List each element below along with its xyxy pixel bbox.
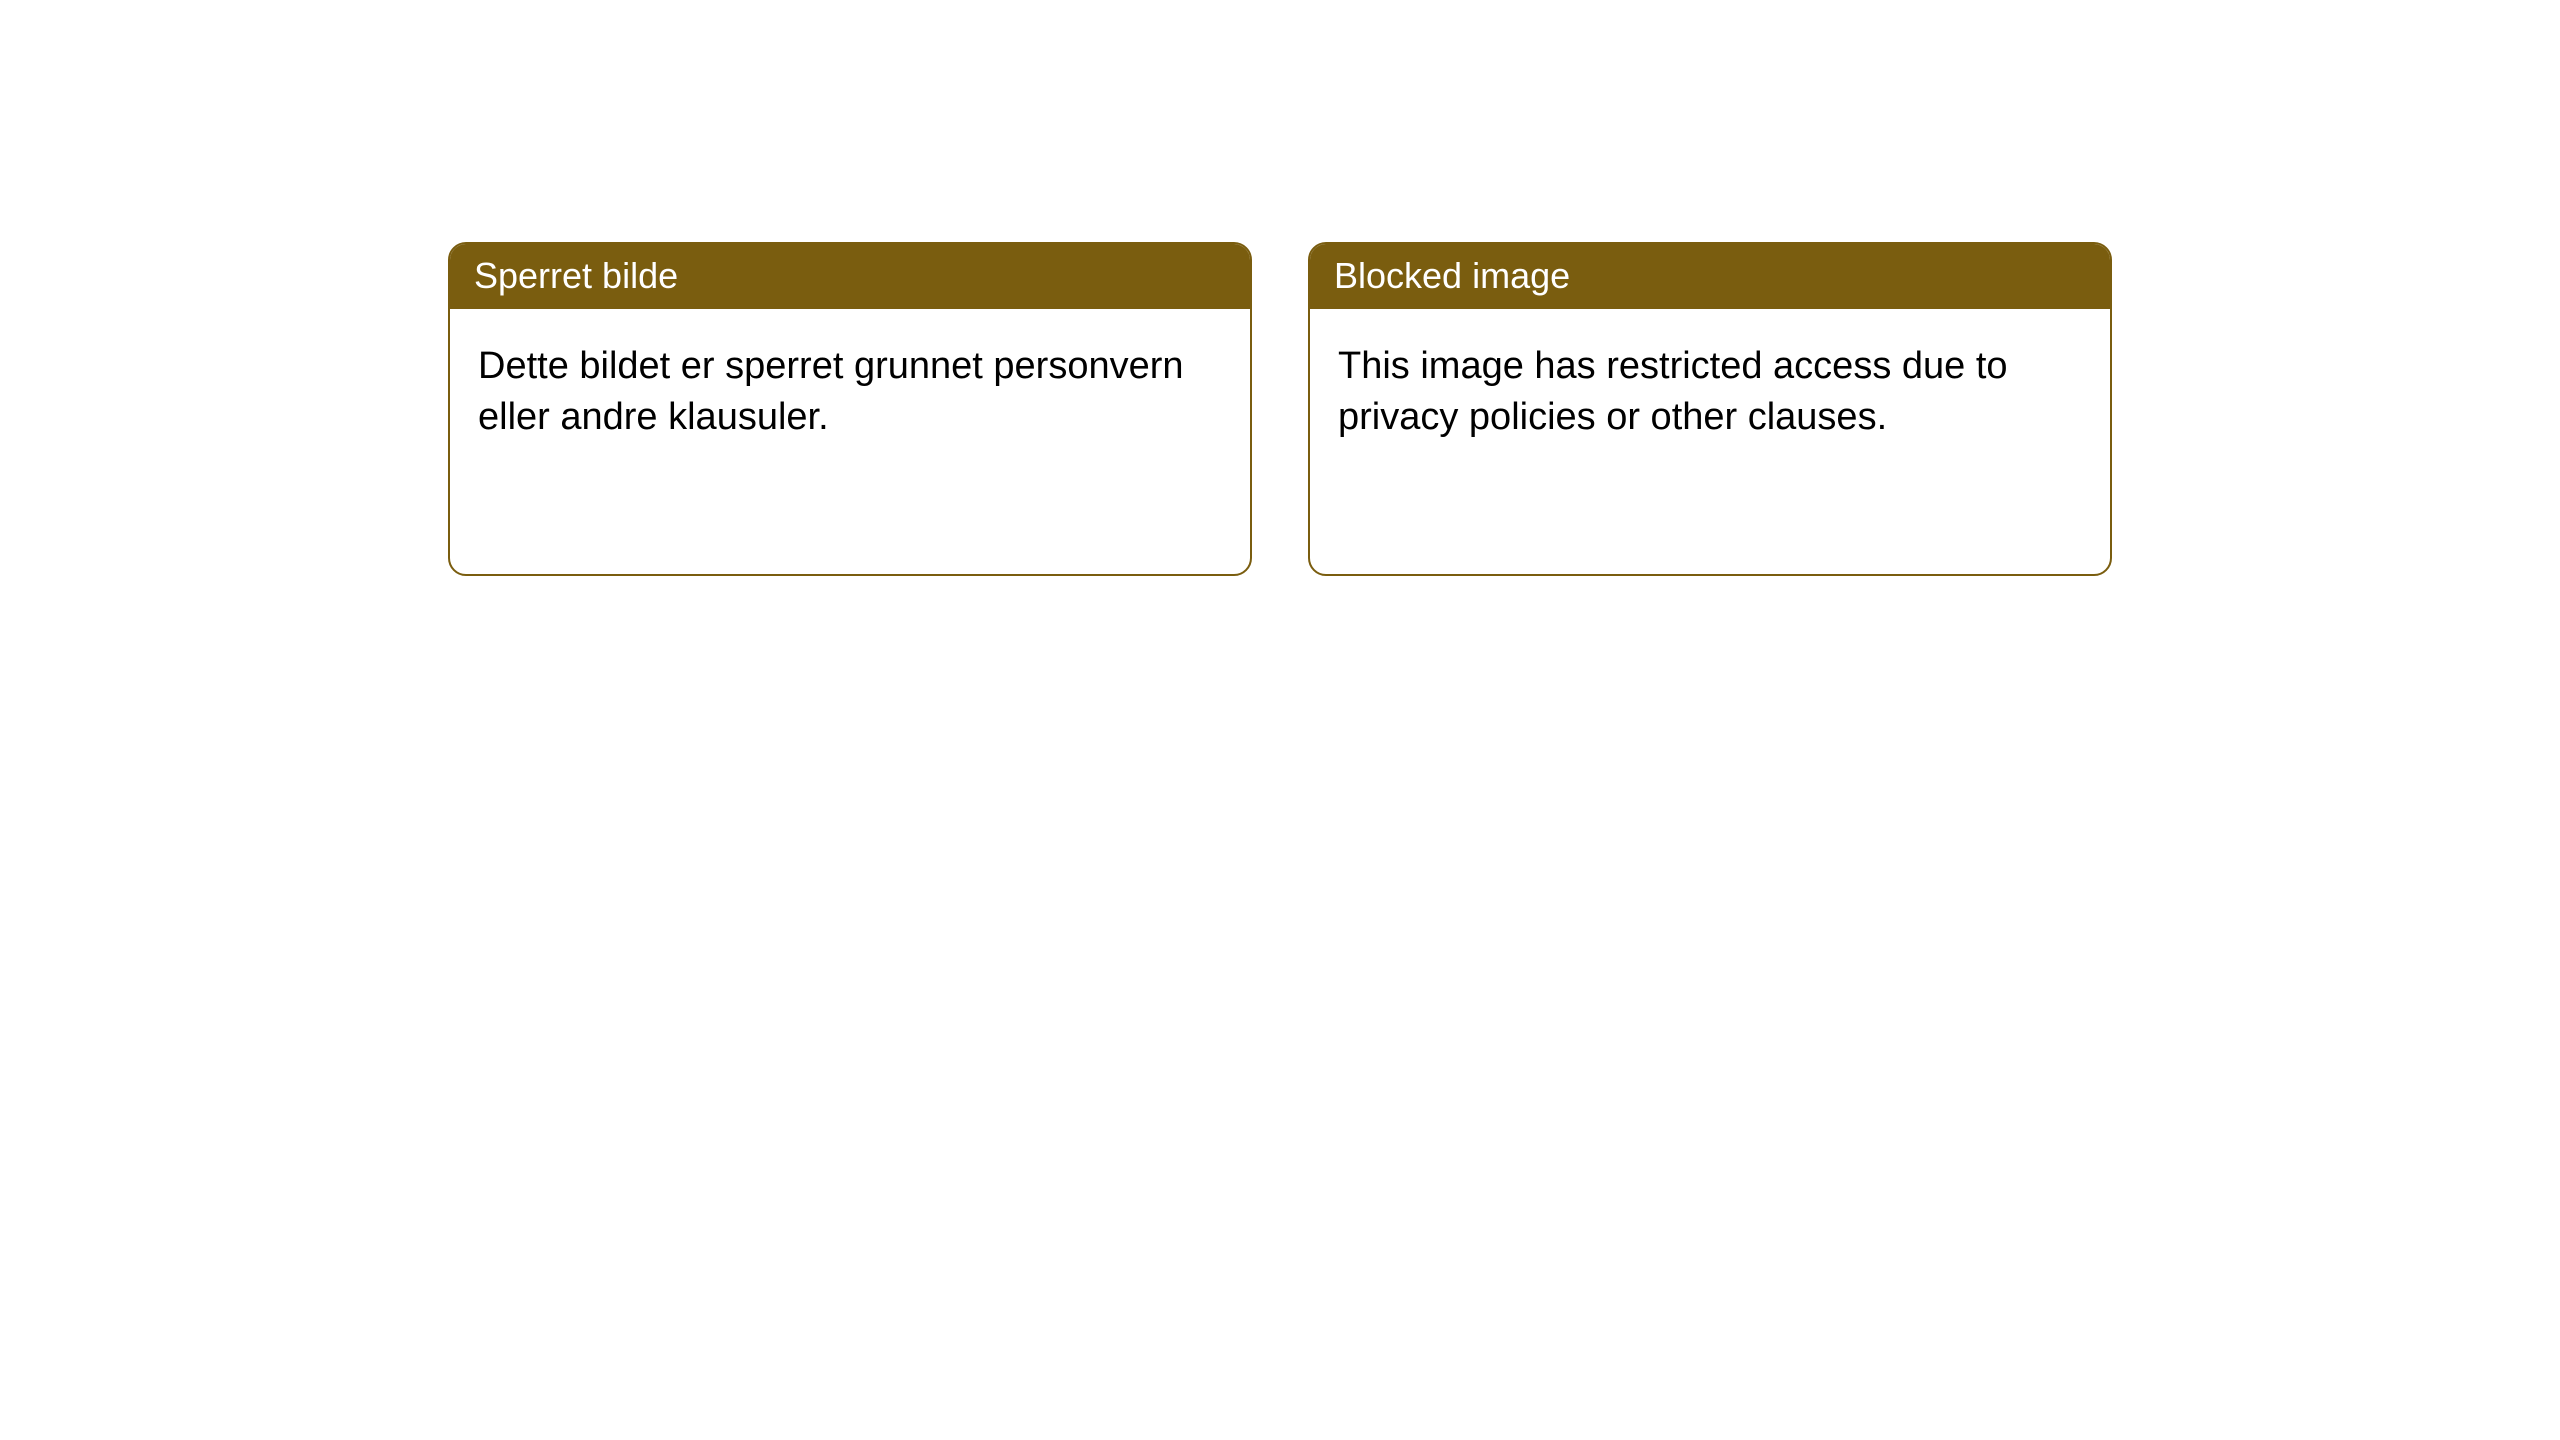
notice-title-no: Sperret bilde (450, 244, 1250, 309)
notice-body-en: This image has restricted access due to … (1310, 309, 2110, 476)
notice-title-en: Blocked image (1310, 244, 2110, 309)
notice-body-no: Dette bildet er sperret grunnet personve… (450, 309, 1250, 476)
notice-card-no: Sperret bilde Dette bildet er sperret gr… (448, 242, 1252, 576)
notice-card-en: Blocked image This image has restricted … (1308, 242, 2112, 576)
notice-container: Sperret bilde Dette bildet er sperret gr… (0, 0, 2560, 576)
